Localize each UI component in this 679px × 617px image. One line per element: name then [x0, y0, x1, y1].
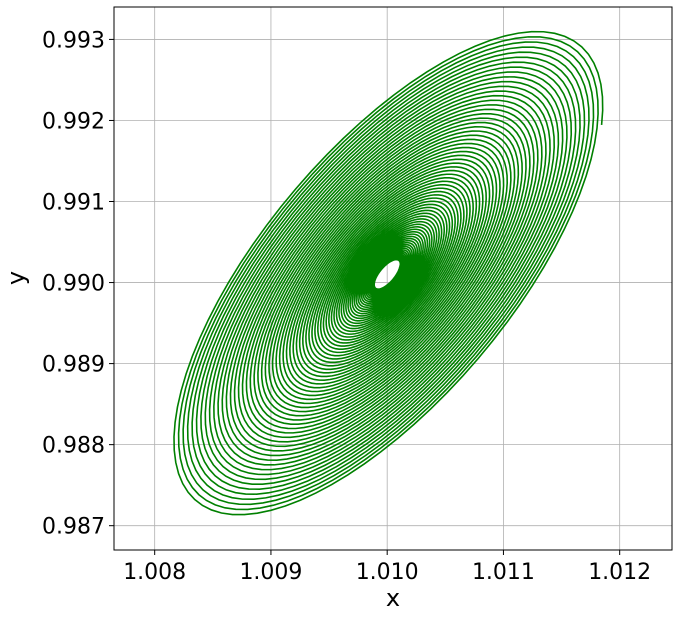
y-axis-label: y: [2, 271, 30, 285]
y-tick-label: 0.987: [42, 515, 105, 540]
y-tick-label: 0.993: [42, 28, 105, 53]
x-tick-label: 1.011: [472, 560, 535, 585]
y-tick-label: 0.990: [42, 272, 105, 297]
x-axis-label: x: [386, 584, 400, 612]
plot-area-frame: [113, 6, 673, 551]
x-tick-label: 1.009: [239, 560, 302, 585]
x-tick-label: 1.012: [588, 560, 651, 585]
y-tick-label: 0.989: [42, 353, 105, 378]
y-tick-label: 0.988: [42, 434, 105, 459]
y-tick-label: 0.991: [42, 191, 105, 216]
y-axis-ticks: 0.987 0.988 0.989 0.990 0.991 0.992 0.993: [42, 28, 114, 540]
x-tick-label: 1.010: [356, 560, 419, 585]
x-axis-ticks: 1.008 1.009 1.010 1.011 1.012: [123, 550, 651, 585]
series-spiral-line: [173, 30, 604, 516]
x-tick-label: 1.008: [123, 560, 186, 585]
y-tick-label: 0.992: [42, 109, 105, 134]
